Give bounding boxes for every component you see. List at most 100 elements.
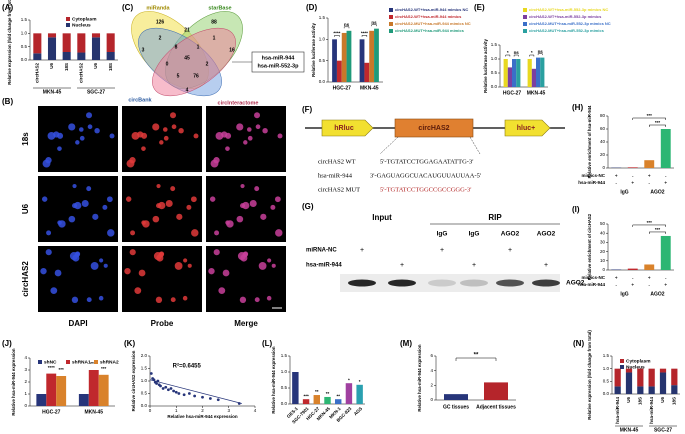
cell [134,287,142,294]
cell [79,135,85,141]
bar-segment [77,33,86,53]
x-tick-label: U6 [49,63,54,69]
band [348,279,376,287]
legend-label: circHAS2-MUT+hsa-miR-944 mimics NC [395,21,471,26]
sign: + [648,275,651,281]
result-box [251,51,305,73]
cell [182,295,188,301]
cell [226,220,234,228]
y-tick-label: 1.5 [603,353,610,358]
element-box [504,119,551,137]
cell [40,267,47,275]
cell [267,258,272,263]
sign: + [664,180,667,186]
bar-segment [671,368,678,386]
y-tick-label: 0.0 [281,401,288,406]
panel-label: (L) [262,339,273,348]
cell [236,123,244,131]
cell [71,296,79,304]
y-tick-label: 1 [24,391,27,396]
x-tick-label: HGC-27 [503,90,522,96]
venn-count: 1 [197,44,200,50]
venn-count: 21 [184,27,190,33]
annotation: ** [326,391,330,396]
legend-swatch [523,15,527,19]
annotation: * [531,50,533,55]
venn-count: 8 [175,44,178,50]
band [532,279,560,287]
bar-segment [47,33,57,38]
y-tick-label: 6 [430,353,433,358]
annotation: ns [344,22,350,27]
bracket [343,26,350,29]
venn-count: 2 [159,35,162,41]
cell [170,186,176,192]
cell [75,140,80,145]
venn-count: 1 [213,35,216,41]
point [164,385,168,389]
bar [660,235,671,270]
cell [50,287,58,294]
cell [81,199,89,208]
x-tick-label: 3 [227,408,230,413]
bar [527,59,532,87]
cell [86,297,92,303]
bar [512,59,517,87]
cell [246,127,252,132]
sequence: 5'-TGTATCCTGGAGAATATTG-3' [380,158,473,165]
bar [364,62,370,82]
venn-set-label: miRanda [146,5,170,11]
point [177,392,181,395]
annotation: *** [59,367,65,372]
cell [41,196,48,202]
element-box [321,119,374,137]
cell [178,127,184,134]
cell [271,263,276,268]
legend-label: shRNA1 [72,359,91,365]
venn-set [152,27,236,97]
x-tick-label: circHAS2 [35,63,40,84]
cell [275,229,283,237]
sign: - [665,275,667,281]
group-label: AGO2 [650,291,664,297]
row-label: miRNA-NC [306,248,337,254]
bar [644,264,655,270]
cell [191,229,199,237]
cell [94,127,100,134]
cell [68,215,76,223]
bar-segment [62,33,71,52]
legend-swatch [389,15,393,19]
cell [142,220,150,228]
sign: + [615,173,618,179]
x-tick-label: Adjacent tissues [476,404,516,410]
y-tick-label: 0 [602,267,605,272]
y-tick-label: 40 [600,230,606,235]
legend-label: circHAS2-WT+hsa-miR-552-3p mimics NC [529,7,608,12]
legend-swatch [389,29,393,33]
y-tick-label: 0.0 [603,391,610,396]
cell [162,127,168,132]
bar-segment [91,37,101,60]
group-label: MKN-45 [43,89,62,95]
y-axis-title: Relative enrichment of hsa-miR-944 [587,105,592,178]
legend-label: shRNA2 [100,359,119,365]
cell [176,213,183,220]
cell [74,251,80,258]
y-tick-label: 40 [600,139,606,144]
panel-label: (K) [124,339,135,348]
venn-set-label: starBase [208,5,231,11]
x-tick-label: 2 [201,408,204,413]
legend-label: circHAS2-WT+hsa-miR-552-3p mimics [529,14,602,19]
x-tick-label: GC tissues [443,404,469,410]
band [428,279,456,287]
cell [125,196,132,202]
cell [214,230,220,236]
cell [156,183,161,189]
annotation: ns [514,50,520,55]
cell [90,262,99,270]
cell [239,296,247,304]
cell [210,159,219,168]
bar [332,39,337,82]
bar-segment [625,368,633,373]
y-axis-title: Relative circHAS2 expression [131,350,136,411]
